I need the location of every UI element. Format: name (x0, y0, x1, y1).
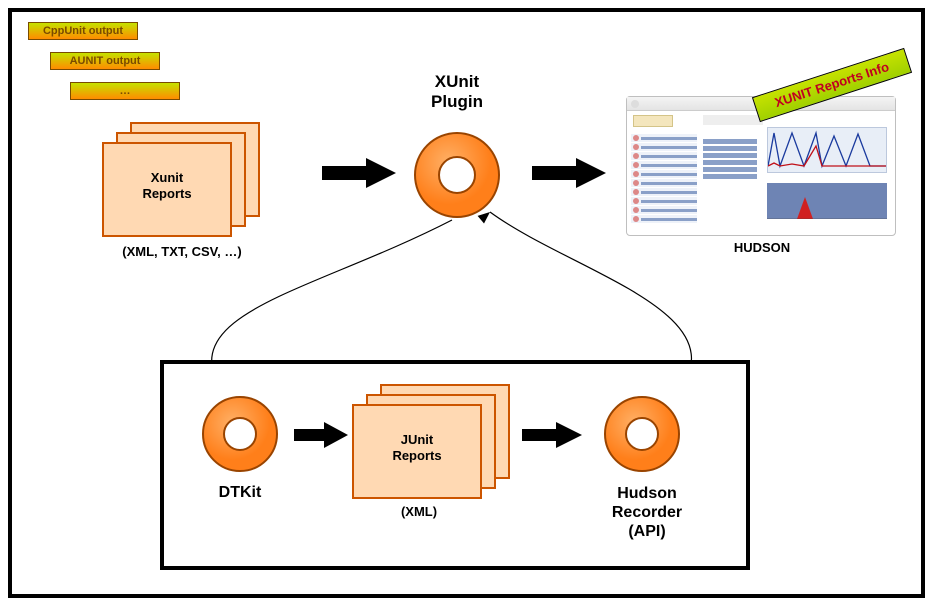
arrow-junit-to-recorder (522, 422, 582, 448)
hudson-recorder-donut (602, 394, 682, 474)
diagram-frame: CppUnit output AUNIT output … Xunit Repo… (8, 8, 925, 598)
dtkit-label: DTKit (190, 484, 290, 502)
dtkit-donut (200, 394, 280, 474)
hudson-recorder-label: Hudson Recorder (API) (582, 484, 712, 542)
arrow-dtkit-to-junit (294, 422, 348, 448)
inner-process-frame: DTKit JUnit Reports (XML) (160, 360, 750, 570)
junit-reports-caption: (XML) (374, 504, 464, 519)
junit-reports-stack: JUnit Reports (352, 384, 512, 499)
junit-reports-label: JUnit Reports (352, 432, 482, 463)
